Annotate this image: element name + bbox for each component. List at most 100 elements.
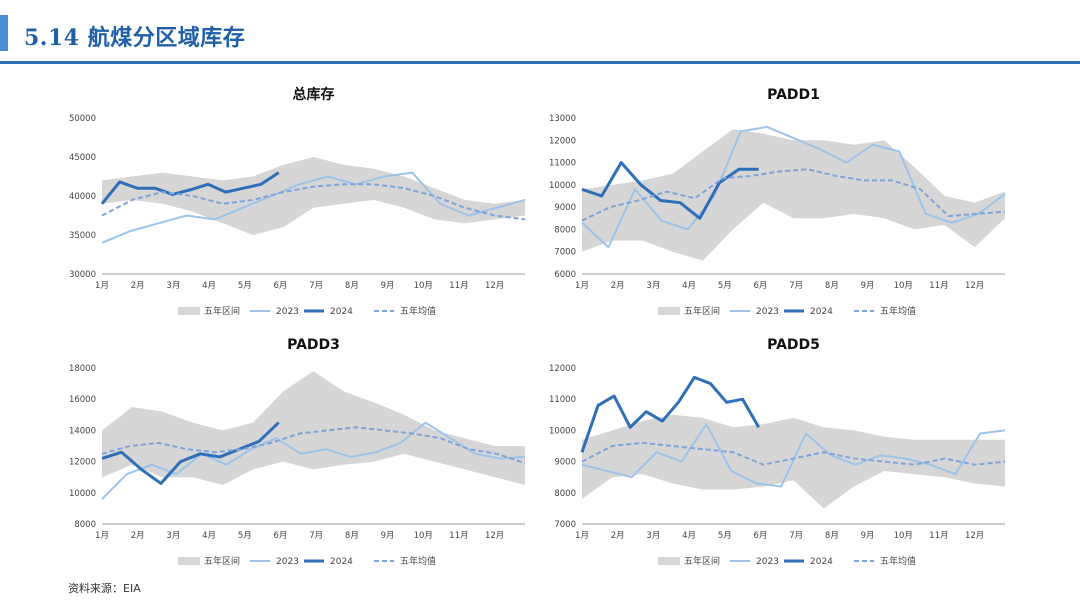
y-tick-label: 11000 (549, 395, 576, 405)
legend-swatch-band (658, 557, 680, 565)
x-tick-label: 4月 (202, 281, 216, 291)
legend-swatch-band (178, 557, 200, 565)
chart-svg: PADD5 7000 8000 9000 10000 11000 12000 1月 2月 3月 4月… (549, 337, 1006, 567)
series-line-2024 (100, 171, 280, 205)
legend-label: 2024 (330, 307, 353, 317)
x-tick-label: 6月 (754, 531, 768, 541)
x-tick-label: 4月 (202, 531, 216, 541)
legend-label: 五年均值 (880, 305, 916, 317)
x-tick-label: 7月 (309, 531, 323, 541)
y-tick-label: 11000 (549, 159, 576, 169)
x-tick-label: 10月 (894, 531, 913, 541)
five-year-range-band (102, 157, 525, 235)
x-tick-label: 11月 (449, 281, 468, 291)
series-line-2024 (581, 161, 759, 220)
x-tick-label: 1月 (95, 281, 109, 291)
y-tick-label: 35000 (69, 231, 96, 241)
legend-label: 2023 (756, 557, 779, 567)
x-tick-label: 5月 (238, 281, 252, 291)
legend-label: 五年均值 (400, 555, 436, 567)
x-tick-label: 7月 (789, 281, 803, 291)
legend-label: 五年区间 (204, 305, 240, 317)
x-tick-label: 8月 (825, 531, 839, 541)
title-accent (0, 15, 8, 51)
chart-svg: PADD1 6000 7000 8000 9000 10000 11000 12000 1300… (549, 87, 1006, 317)
x-tick-label: 9月 (381, 531, 395, 541)
chart-title: PADD5 (767, 337, 820, 353)
y-tick-label: 6000 (554, 270, 576, 280)
y-tick-label: 16000 (69, 395, 96, 405)
legend-label: 2024 (810, 307, 833, 317)
legend-label: 2024 (330, 557, 353, 567)
y-tick-label: 7000 (554, 520, 576, 530)
series-line-avg (101, 426, 526, 465)
x-tick-label: 12月 (485, 531, 504, 541)
title-bar: 5.14 航煤分区域库存 (0, 0, 1080, 64)
x-tick-label: 2月 (131, 281, 145, 291)
x-tick-label: 5月 (238, 531, 252, 541)
series-line-2023 (101, 171, 526, 244)
x-tick-label: 1月 (575, 531, 589, 541)
x-tick-label: 3月 (646, 531, 660, 541)
series-line-2023 (581, 423, 1006, 488)
x-tick-label: 12月 (965, 281, 984, 291)
series-line-2023 (581, 125, 1006, 249)
x-tick-label: 4月 (682, 531, 696, 541)
x-tick-label: 9月 (861, 281, 875, 291)
x-tick-label: 6月 (754, 281, 768, 291)
x-tick-label: 11月 (929, 531, 948, 541)
chart-padd3: PADD3 8000 10000 12000 14000 16000 18000 1月 2月 3月… (50, 330, 540, 575)
chart-padd1: PADD1 6000 7000 8000 9000 10000 11000 12000 1300… (530, 80, 1020, 325)
chart-title: 总库存 (293, 86, 335, 103)
series-line-2024 (580, 375, 760, 453)
x-tick-label: 8月 (345, 281, 359, 291)
y-tick-label: 18000 (69, 364, 96, 374)
x-tick-label: 12月 (485, 281, 504, 291)
legend-swatch-band (178, 307, 200, 315)
legend-label: 五年均值 (400, 305, 436, 317)
x-tick-label: 10月 (894, 281, 913, 291)
y-tick-label: 9000 (554, 458, 576, 468)
x-tick-label: 2月 (131, 531, 145, 541)
x-tick-label: 1月 (575, 281, 589, 291)
y-tick-label: 50000 (69, 114, 96, 124)
chart-total: 总库存 30000 35000 40000 45000 50000 1月 2月 3月 4月 5月 6月… (50, 80, 540, 325)
x-tick-label: 7月 (789, 531, 803, 541)
x-tick-label: 1月 (95, 531, 109, 541)
legend-label: 2023 (276, 557, 299, 567)
legend-label: 五年均值 (880, 555, 916, 567)
series-line-avg (101, 183, 526, 221)
legend-label: 2023 (276, 307, 299, 317)
title-rule (0, 61, 1080, 64)
y-tick-label: 10000 (69, 489, 96, 499)
y-tick-label: 12000 (549, 136, 576, 146)
legend-label: 五年区间 (204, 555, 240, 567)
y-tick-label: 7000 (554, 248, 576, 258)
x-tick-label: 9月 (861, 531, 875, 541)
five-year-range-band (582, 129, 1005, 261)
x-tick-label: 4月 (682, 281, 696, 291)
x-tick-label: 3月 (166, 531, 180, 541)
source-note: 资料来源：EIA (68, 582, 141, 595)
x-tick-label: 7月 (309, 281, 323, 291)
x-tick-label: 9月 (381, 281, 395, 291)
y-tick-label: 10000 (549, 181, 576, 191)
chart-title: PADD3 (287, 337, 340, 353)
y-tick-label: 45000 (69, 153, 96, 163)
x-tick-label: 6月 (274, 281, 288, 291)
x-tick-label: 6月 (274, 531, 288, 541)
y-tick-label: 12000 (69, 458, 96, 468)
x-tick-label: 8月 (825, 281, 839, 291)
x-tick-label: 11月 (929, 281, 948, 291)
x-tick-label: 8月 (345, 531, 359, 541)
series-line-avg (581, 168, 1006, 222)
chart-padd5: PADD5 7000 8000 9000 10000 11000 12000 1月 2月 3月 4月… (530, 330, 1020, 575)
x-tick-label: 10月 (414, 281, 433, 291)
y-tick-label: 30000 (69, 270, 96, 280)
y-tick-label: 10000 (549, 426, 576, 436)
chart-svg: 总库存 30000 35000 40000 45000 50000 1月 2月 3月 4月 5月 6月… (69, 86, 526, 317)
x-tick-label: 11月 (449, 531, 468, 541)
x-tick-label: 3月 (166, 281, 180, 291)
y-tick-label: 8000 (554, 489, 576, 499)
legend-label: 2023 (756, 307, 779, 317)
